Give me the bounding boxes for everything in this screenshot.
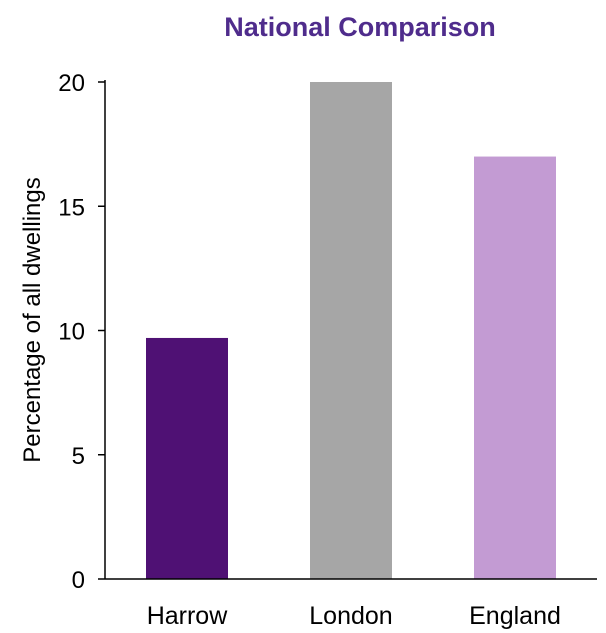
- chart-title: National Comparison: [224, 12, 496, 42]
- y-tick-label: 0: [72, 567, 85, 594]
- y-tick-label: 20: [58, 70, 85, 97]
- x-axis-labels: Harrow London England: [147, 602, 561, 630]
- y-axis-ticks: 0 5 10 15 20: [58, 70, 105, 594]
- x-tick-label-england: England: [469, 602, 561, 630]
- y-tick-label: 5: [72, 443, 85, 470]
- bar-harrow: [146, 337, 228, 579]
- bar-england: [474, 156, 556, 580]
- y-axis-title: Percentage of all dwellings: [19, 177, 46, 463]
- y-tick-label: 10: [58, 319, 85, 346]
- y-tick-label: 15: [58, 194, 85, 221]
- bars: [146, 82, 556, 580]
- bar-london: [310, 82, 392, 579]
- x-tick-label-harrow: Harrow: [147, 602, 229, 630]
- x-tick-label-london: London: [309, 602, 392, 630]
